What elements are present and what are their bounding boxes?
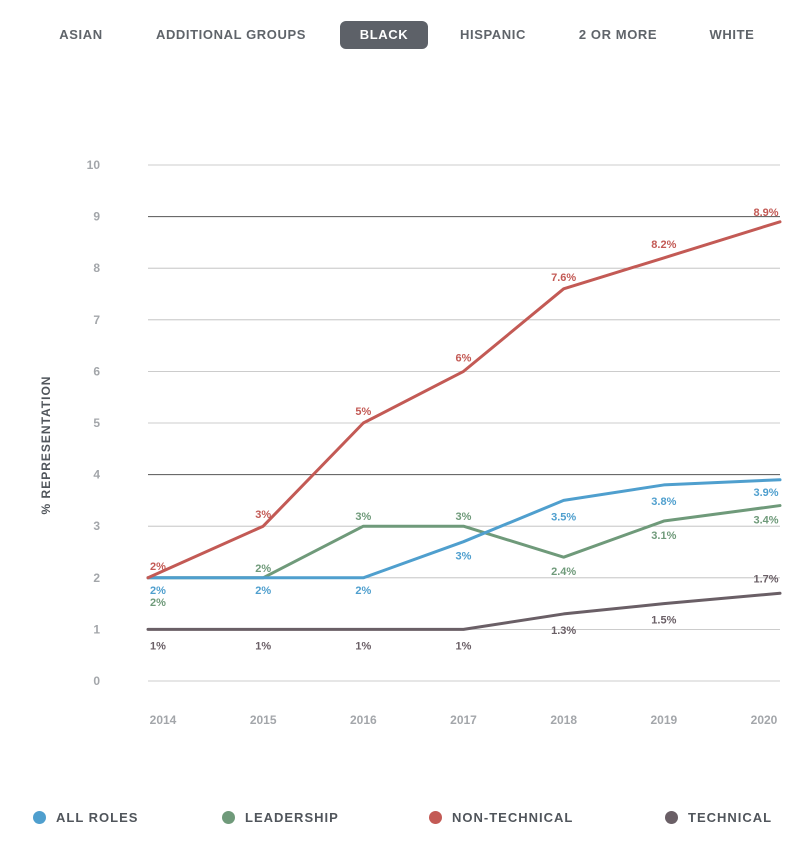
legend-label: LEADERSHIP	[245, 810, 339, 825]
data-label: 3%	[355, 511, 371, 523]
data-label: 2%	[150, 597, 166, 609]
leadership-dot-icon	[222, 811, 235, 824]
data-label: 1%	[255, 640, 271, 652]
data-label: 3%	[456, 551, 472, 563]
series-line-all-roles	[146, 478, 782, 580]
x-tick-label: 2017	[450, 713, 477, 727]
y-tick-label: 0	[93, 674, 100, 688]
y-tick-label: 8	[93, 261, 100, 275]
y-tick-label: 9	[93, 210, 100, 224]
data-label: 1%	[456, 640, 472, 652]
data-label: 1%	[150, 640, 166, 652]
all-roles-dot-icon	[33, 811, 46, 824]
x-tick-label: 2019	[650, 713, 677, 727]
series-line-technical	[146, 591, 782, 631]
data-label: 3.1%	[651, 530, 676, 542]
y-tick-label: 4	[93, 468, 100, 482]
y-tick-label: 6	[93, 364, 100, 378]
data-label: 2%	[255, 563, 271, 575]
data-label: 3%	[456, 511, 472, 523]
y-tick-label: 3	[93, 519, 100, 533]
y-axis: 0 1 2 3 4 5 6 7 8 9 10	[87, 158, 101, 688]
data-label: 2%	[355, 585, 371, 597]
data-label: 3%	[255, 509, 271, 521]
data-label: 3.5%	[551, 511, 576, 523]
legend-label: NON-TECHNICAL	[452, 810, 574, 825]
data-label: 2.4%	[551, 566, 576, 578]
data-label: 6%	[456, 352, 472, 364]
legend-item-all-roles[interactable]: ALL ROLES	[33, 808, 138, 828]
tab-white[interactable]: WHITE	[709, 27, 755, 42]
technical-dot-icon	[665, 811, 678, 824]
legend-label: ALL ROLES	[56, 810, 139, 825]
series-line-non-technical	[146, 220, 782, 580]
data-label: 2%	[255, 585, 271, 597]
tab-2-or-more[interactable]: 2 OR MORE	[578, 27, 658, 42]
data-label: 1.5%	[651, 615, 676, 627]
x-axis: 2014 2015 2016 2017 2018 2019 2020	[150, 713, 778, 727]
series-lines	[146, 220, 782, 631]
y-axis-label: % REPRESENTATION	[39, 376, 53, 515]
legend-item-technical[interactable]: TECHNICAL	[665, 808, 772, 828]
x-tick-label: 2018	[550, 713, 577, 727]
y-tick-label: 1	[93, 622, 100, 636]
tab-asian[interactable]: ASIAN	[59, 27, 103, 42]
data-label: 1.7%	[753, 573, 778, 585]
non-technical-dot-icon	[429, 811, 442, 824]
data-label: 3.8%	[651, 496, 676, 508]
y-tick-label: 5	[93, 416, 100, 430]
legend-item-non-technical[interactable]: NON-TECHNICAL	[429, 808, 573, 828]
data-label: 1%	[355, 640, 371, 652]
x-tick-label: 2020	[751, 713, 778, 727]
category-tabs: ASIAN ADDITIONAL GROUPS BLACK HISPANIC 2…	[0, 21, 810, 49]
data-label: 2%	[150, 585, 166, 597]
legend-label: TECHNICAL	[688, 810, 773, 825]
tab-hispanic[interactable]: HISPANIC	[460, 27, 526, 42]
x-tick-label: 2015	[250, 713, 277, 727]
tab-black[interactable]: BLACK	[340, 21, 428, 49]
data-label: 7.6%	[551, 272, 576, 284]
data-label: 1.3%	[551, 625, 576, 637]
legend-item-leadership[interactable]: LEADERSHIP	[222, 808, 339, 828]
data-label: 3.4%	[753, 515, 778, 527]
data-labels: 2% 2% 2%3%3.5%3.8%3.9%2%2%3% 3%2.4%3.1%3.4%…	[150, 207, 779, 653]
data-label: 5%	[355, 406, 371, 418]
tab-additional-groups[interactable]: ADDITIONAL GROUPS	[155, 27, 307, 42]
y-tick-label: 2	[93, 571, 100, 585]
data-label: 8.9%	[753, 207, 778, 219]
chart-grid	[148, 164, 780, 682]
data-label: 8.2%	[651, 239, 676, 251]
legend: ALL ROLES LEADERSHIP NON-TECHNICAL TECHN…	[0, 808, 810, 828]
x-tick-label: 2016	[350, 713, 377, 727]
data-label: 3.9%	[753, 487, 778, 499]
x-tick-label: 2014	[150, 713, 177, 727]
line-chart: 0 1 2 3 4 5 6 7 8 9 10 2014 2015 2016 2017 2018 2019 202…	[39, 158, 782, 727]
data-label: 2%	[150, 561, 166, 573]
y-tick-label: 10	[87, 158, 101, 172]
y-tick-label: 7	[93, 313, 100, 327]
